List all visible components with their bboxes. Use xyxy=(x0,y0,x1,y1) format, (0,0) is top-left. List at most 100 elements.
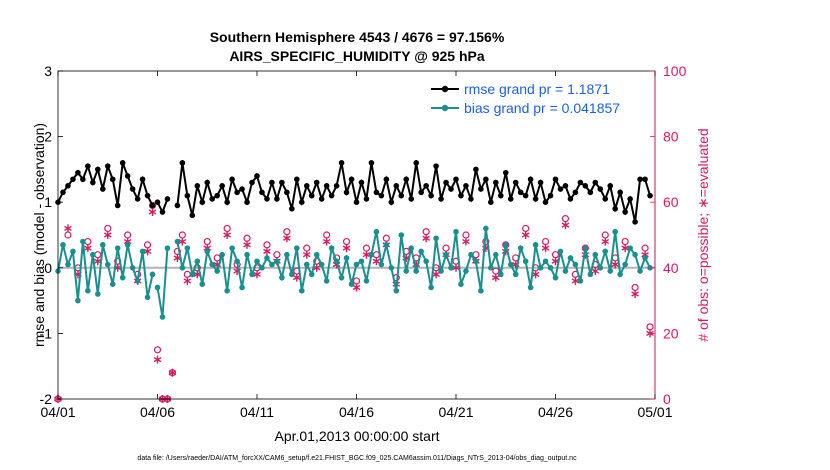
y-tick-label-left: -2 xyxy=(40,391,53,407)
obs-evaluated-point xyxy=(223,231,231,239)
rmse-point xyxy=(343,189,350,196)
rmse-point xyxy=(542,199,549,205)
bias-point xyxy=(478,287,484,294)
chart-subtitle: AIRS_SPECIFIC_HUMIDITY @ 925 hPa xyxy=(229,48,485,64)
rmse-point xyxy=(199,199,206,205)
x-tick-label: 04/16 xyxy=(339,404,374,420)
obs-possible-point xyxy=(153,346,162,354)
obs-evaluated-stroke xyxy=(631,291,639,297)
rmse-point xyxy=(393,183,400,189)
rmse-point xyxy=(264,196,270,202)
rmse-point xyxy=(294,176,300,183)
obs-evaluated-stroke xyxy=(621,245,629,251)
rmse-point xyxy=(398,192,405,199)
rmse-point xyxy=(493,179,499,186)
legend-rmse-marker xyxy=(441,85,449,93)
bias-point xyxy=(597,265,604,271)
bias-point xyxy=(179,265,186,271)
chart-title: Southern Hemisphere 4543 / 4676 = 97.156… xyxy=(210,29,505,45)
bias-point xyxy=(75,297,81,304)
bias-point xyxy=(308,271,315,278)
bias-point xyxy=(527,284,534,291)
rmse-point xyxy=(547,192,554,199)
bias-point xyxy=(378,261,385,268)
rmse-point xyxy=(184,192,191,199)
rmse-point xyxy=(308,192,315,199)
bias-point xyxy=(80,238,86,245)
rmse-point xyxy=(289,205,295,212)
bias-point xyxy=(289,271,295,278)
rmse-point xyxy=(507,196,514,202)
obs-evaluated-stroke xyxy=(183,278,192,284)
bias-point xyxy=(184,245,191,251)
rmse-point xyxy=(323,183,330,189)
obs-evaluated-stroke xyxy=(561,222,570,228)
obs-evaluated-stroke xyxy=(352,284,361,291)
rmse-point xyxy=(269,179,275,186)
y-tick-label-left: 3 xyxy=(44,63,52,79)
obs-evaluated-point xyxy=(631,290,639,299)
y-tick-label-right: 80 xyxy=(663,129,679,145)
obs-evaluated-stroke xyxy=(223,232,231,238)
obs-evaluated-stroke xyxy=(571,278,580,284)
bias-point xyxy=(458,281,464,288)
y-axis-right: 0 20 40 60 80 100 xyxy=(650,63,687,407)
bias-point xyxy=(303,261,310,268)
obs-evaluated-stroke xyxy=(591,268,600,274)
bias-point xyxy=(368,251,375,258)
bias-point xyxy=(338,274,345,281)
legend-bias-label: bias grand pr = 0.041857 xyxy=(464,100,620,116)
obs-evaluated-point xyxy=(561,221,570,230)
obs-evaluated-stroke xyxy=(263,248,271,255)
rmse-point xyxy=(617,189,623,196)
y-tick-label-left: 2 xyxy=(44,129,52,145)
bias-point xyxy=(363,278,370,284)
obs-evaluated-point xyxy=(178,237,187,246)
obs-evaluated-stroke xyxy=(462,238,470,245)
obs-evaluated-point xyxy=(263,247,271,256)
bias-point xyxy=(617,271,623,278)
rmse-point xyxy=(333,183,340,189)
rmse-point xyxy=(70,176,76,183)
bias-point xyxy=(343,255,350,261)
bias-point xyxy=(448,265,454,271)
rmse-point xyxy=(502,169,509,176)
bias-point xyxy=(388,265,395,271)
x-tick-label: 04/01 xyxy=(40,404,75,420)
rmse-point xyxy=(577,179,584,186)
rmse-point xyxy=(587,189,594,196)
bias-point xyxy=(532,242,539,248)
obs-evaluated-point xyxy=(64,224,72,233)
bias-point xyxy=(259,265,265,271)
rmse-point xyxy=(468,196,474,202)
rmse-point xyxy=(448,186,454,192)
bias-point xyxy=(463,268,469,274)
bias-point xyxy=(114,245,121,251)
rmse-point xyxy=(522,192,529,199)
obs-evaluated-stroke xyxy=(601,238,610,245)
rmse-point xyxy=(363,196,370,202)
bias-point xyxy=(144,294,151,301)
bias-point xyxy=(473,258,479,265)
obs-evaluated-stroke xyxy=(148,209,157,215)
obs-evaluated-point xyxy=(283,234,291,243)
bias-point xyxy=(408,245,415,251)
bias-point xyxy=(468,251,474,258)
bias-point xyxy=(612,228,618,235)
bias-point xyxy=(159,314,166,320)
rmse-point xyxy=(90,179,96,186)
legend: rmse grand pr = 1.1871 bias grand pr = 0… xyxy=(431,81,620,116)
x-axis-label: Apr.01,2013 00:00:00 start xyxy=(274,428,439,444)
obs-evaluated-stroke xyxy=(611,261,620,268)
rmse-point xyxy=(557,186,564,192)
bias-point xyxy=(562,268,569,274)
x-tick-label: 04/26 xyxy=(538,404,573,420)
rmse-point xyxy=(219,183,225,189)
bias-point xyxy=(149,271,156,278)
bias-point xyxy=(507,261,514,268)
bias-point xyxy=(194,258,201,265)
obs-evaluated-point xyxy=(84,244,92,253)
rmse-point xyxy=(244,199,250,205)
bias-point xyxy=(433,235,439,242)
rmse-point xyxy=(318,196,325,202)
